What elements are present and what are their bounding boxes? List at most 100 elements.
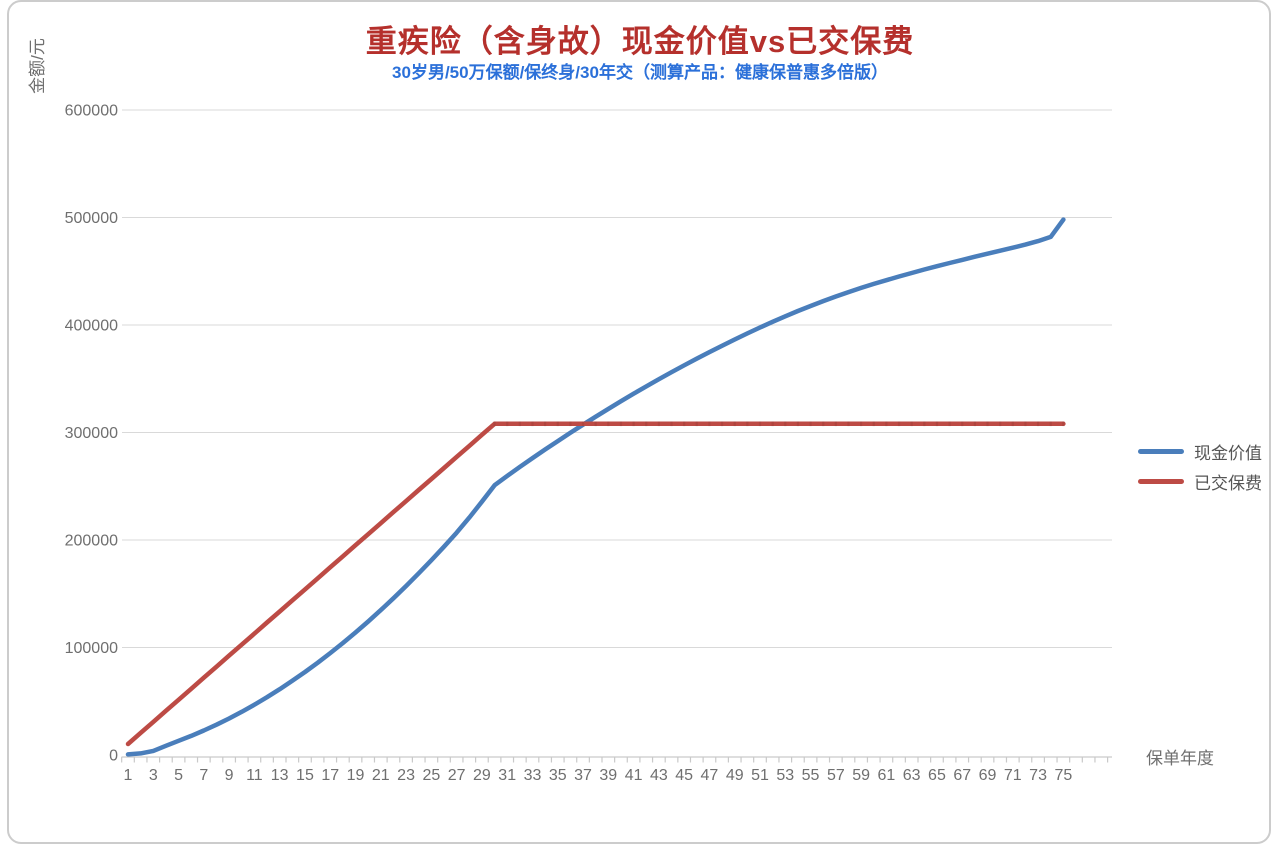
series-point-marker: [923, 421, 926, 427]
x-tick-label: 11: [246, 767, 263, 784]
series-point-marker: [834, 421, 837, 427]
series-point-marker: [860, 421, 863, 427]
x-tick-label: 43: [650, 767, 668, 784]
series-point-marker: [632, 421, 635, 427]
x-tick-label: 67: [953, 767, 971, 784]
x-tick-label: 63: [903, 767, 921, 784]
y-tick-label: 0: [109, 748, 118, 765]
legend-item-0: 现金价值: [1138, 436, 1262, 466]
series-point-marker: [973, 421, 976, 427]
series-point-marker: [619, 421, 623, 427]
series-point-marker: [683, 421, 686, 427]
series-point-marker: [695, 421, 698, 427]
series-point-marker: [594, 421, 597, 427]
x-tick-label: 3: [149, 767, 158, 784]
x-tick-label: 25: [422, 767, 440, 784]
x-tick-label: 45: [675, 767, 693, 784]
x-tick-label: 29: [473, 767, 491, 784]
series-point-marker: [544, 421, 547, 427]
legend-swatch-1: [1138, 478, 1184, 484]
series-point-marker: [569, 421, 572, 427]
x-tick-label: 51: [751, 767, 769, 784]
series-point-marker: [822, 421, 825, 427]
series-point-marker: [733, 421, 736, 427]
x-tick-label: 41: [625, 767, 643, 784]
chart-subtitle: 30岁男/50万保额/保终身/30年交（测算产品：健康保普惠多倍版）: [392, 63, 888, 82]
x-tick-label: 65: [928, 767, 946, 784]
x-tick-label: 59: [852, 767, 870, 784]
series-point-marker: [948, 421, 951, 427]
series-point-marker: [531, 421, 534, 427]
y-tick-label: 300000: [65, 425, 118, 442]
series-point-marker: [910, 421, 913, 427]
y-tick-label: 500000: [65, 210, 118, 227]
x-tick-label: 23: [397, 767, 415, 784]
x-tick-label: 69: [979, 767, 997, 784]
x-tick-label: 39: [599, 767, 617, 784]
series-point-marker: [784, 421, 787, 427]
legend: 现金价值 已交保费: [1138, 436, 1262, 496]
x-tick-label: 55: [802, 767, 820, 784]
series-point-marker: [1049, 421, 1052, 427]
series-point-marker: [708, 421, 711, 427]
y-tick-label: 400000: [65, 318, 118, 335]
series-point-marker: [657, 421, 660, 427]
legend-label-1: 已交保费: [1194, 473, 1262, 493]
y-tick-label: 100000: [65, 640, 118, 657]
x-tick-label: 49: [726, 767, 744, 784]
series-line-0: [125, 217, 1066, 757]
legend-swatch-0: [1138, 448, 1184, 454]
x-tick-label: 61: [878, 767, 896, 784]
x-tick-label: 17: [321, 767, 339, 784]
chart-title: 重疾险（含身故）现金价值vs已交保费: [365, 24, 915, 59]
x-tick-label: 57: [827, 767, 845, 784]
x-tick-label: 47: [701, 767, 719, 784]
series-point-marker: [771, 421, 774, 427]
x-tick-label: 33: [524, 767, 542, 784]
series-point-marker: [518, 421, 521, 427]
legend-label-0: 现金价值: [1194, 443, 1262, 463]
y-tick-label: 600000: [65, 103, 118, 120]
series-point-marker: [1011, 421, 1014, 427]
x-tick-label: 5: [174, 767, 183, 784]
legend-item-1: 已交保费: [1138, 466, 1262, 496]
x-tick-label: 71: [1004, 767, 1022, 784]
x-tick-label: 1: [124, 767, 133, 784]
x-tick-label: 19: [347, 767, 365, 784]
x-tick-label: 7: [199, 767, 208, 784]
series-point-marker: [999, 421, 1002, 427]
series-point-marker: [670, 421, 673, 427]
series-point-marker: [506, 421, 509, 427]
x-tick-label: 31: [498, 767, 516, 784]
x-tick-label: 15: [296, 767, 314, 784]
x-tick-label: 53: [776, 767, 794, 784]
series-line-1: [125, 421, 1066, 747]
series-point-marker: [607, 421, 610, 427]
x-tick-label: 21: [372, 767, 390, 784]
series-point-marker: [809, 421, 812, 427]
series-point-marker: [1036, 421, 1040, 427]
series-point-marker: [885, 421, 888, 427]
x-tick-label: 37: [574, 767, 592, 784]
y-tick-label: 200000: [65, 533, 118, 550]
series-point-marker: [556, 421, 559, 427]
x-tick-label: 73: [1029, 767, 1047, 784]
series-point-marker: [1024, 421, 1027, 427]
series-point-marker: [720, 421, 724, 427]
series-point-marker: [581, 421, 585, 427]
series-point-marker: [746, 421, 749, 427]
x-axis-title: 保单年度: [1146, 749, 1214, 768]
series-point-marker: [645, 421, 648, 427]
x-tick-label: 9: [225, 767, 234, 784]
x-tick-label: 75: [1054, 767, 1072, 784]
series-point-marker: [1062, 421, 1065, 427]
series-point-marker: [796, 421, 800, 427]
x-tick-label: 27: [448, 767, 466, 784]
x-tick-label: 35: [549, 767, 567, 784]
series-point-marker: [897, 421, 901, 427]
series-point-marker: [986, 421, 989, 427]
x-tick-label: 13: [271, 767, 289, 784]
series-point-marker: [493, 421, 496, 427]
